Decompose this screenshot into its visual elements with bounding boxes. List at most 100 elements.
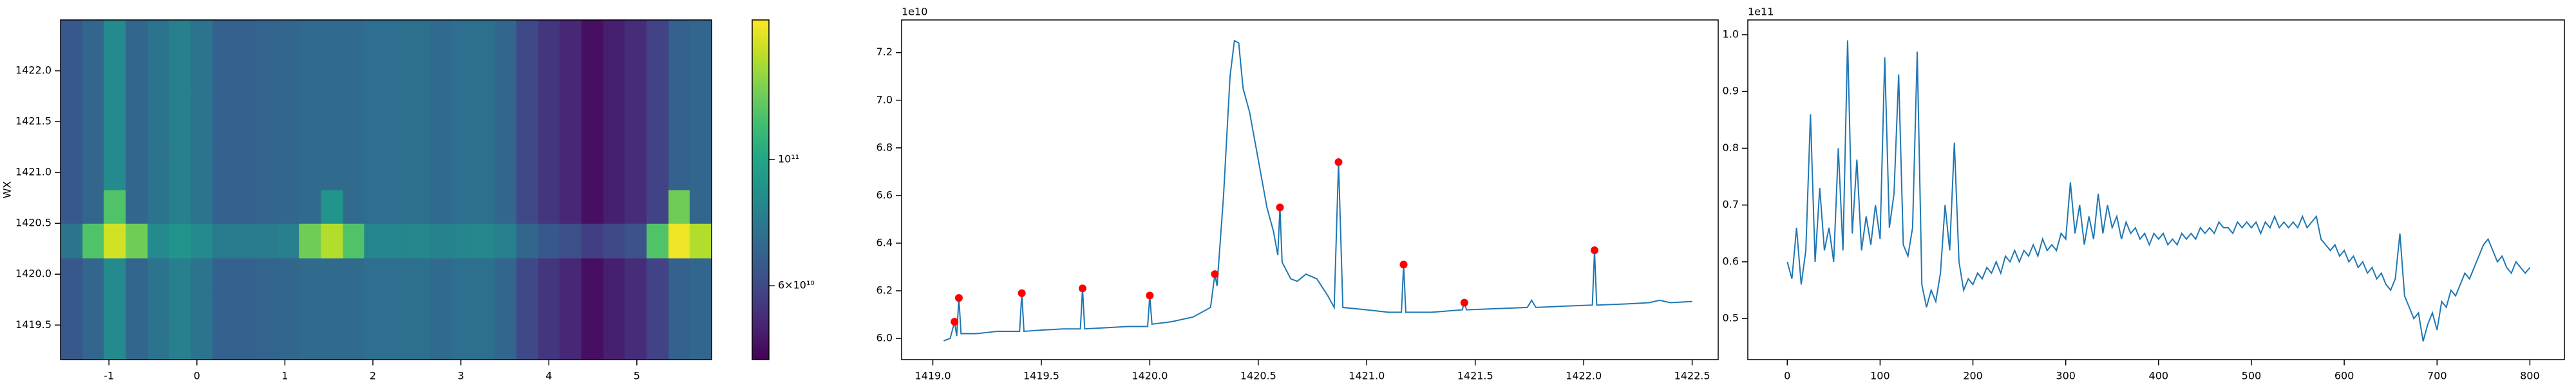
heatmap-cell: [624, 257, 647, 292]
heatmap-cell: [624, 326, 647, 360]
heatmap-cell: [603, 87, 625, 122]
heatmap-cell: [451, 87, 474, 122]
heatmap-cell: [538, 223, 560, 259]
heatmap-cell: [689, 87, 712, 122]
line: [943, 39, 1692, 342]
heatmap-cell: [169, 156, 191, 190]
heatmap-cell: [451, 291, 474, 327]
heatmap-cell: [668, 326, 690, 360]
heatmap-cell: [299, 257, 321, 292]
heatmap-cell: [126, 53, 148, 89]
heatmap-cell: [256, 291, 279, 327]
peak-marker: [1399, 261, 1408, 269]
heatmap-cell: [516, 53, 539, 89]
heatmap-cell: [364, 122, 387, 157]
heatmap-cell: [408, 326, 430, 360]
heatmap-cell: [451, 223, 474, 259]
peak-marker: [954, 294, 963, 302]
y-tick-label: 0.7: [1723, 198, 1739, 210]
heatmap-cell: [516, 156, 539, 190]
heatmap-cell: [386, 291, 409, 327]
heatmap-cell: [386, 257, 409, 292]
heatmap-cell: [169, 122, 191, 157]
peak-marker: [1334, 158, 1343, 167]
heatmap-cell: [581, 87, 604, 122]
heatmap-cell: [321, 291, 344, 327]
heatmap-cell: [473, 156, 495, 190]
heatmap-cell: [581, 122, 604, 157]
heatmap-cell: [278, 190, 299, 224]
heatmap-cell: [169, 257, 191, 292]
heatmap-cell: [126, 190, 148, 224]
heatmap-cell: [603, 190, 625, 224]
heatmap-cell: [299, 326, 321, 360]
x-tick-label: 1419.0: [915, 370, 951, 382]
heatmap-cell: [516, 122, 539, 157]
heatmap-cell: [646, 20, 669, 54]
x-tick-label: 1422.5: [1674, 370, 1710, 382]
heatmap-cell: [103, 122, 126, 157]
y-tick-label: 6.6: [876, 188, 893, 201]
heatmap-cell: [82, 20, 104, 54]
axes-frame: [901, 19, 1719, 360]
heatmap-cells: [61, 20, 712, 360]
heatmap-cell: [213, 122, 234, 157]
heatmap-cell: [581, 190, 604, 224]
heatmap-cell: [321, 87, 344, 122]
heatmap-cell: [429, 20, 452, 54]
x-tick-label: 1422.0: [1566, 370, 1602, 382]
heatmap-cell: [256, 156, 279, 190]
heatmap-cell: [603, 257, 625, 292]
y-tick-label: 6.2: [876, 284, 893, 296]
heatmap-cell: [646, 291, 669, 327]
heatmap-cell: [494, 156, 517, 190]
heatmap-cell: [624, 223, 647, 259]
x-tick-label: 2: [370, 370, 376, 382]
heatmap-cell: [603, 53, 625, 89]
heatmap-cell: [278, 257, 299, 292]
heatmap-cell: [624, 87, 647, 122]
heatmap-cell: [299, 190, 321, 224]
heatmap-cell: [299, 53, 321, 89]
heatmap-cell: [689, 53, 712, 89]
heatmap-cell: [278, 326, 299, 360]
heatmap-cell: [646, 156, 669, 190]
heatmap-cell: [516, 326, 539, 360]
y-tick-label: 0.6: [1723, 255, 1739, 267]
peak-marker: [1460, 299, 1468, 307]
heatmap-cell: [494, 53, 517, 89]
heatmap-cell: [559, 326, 582, 360]
heatmap-cell: [603, 122, 625, 157]
heatmap-cell: [61, 257, 83, 292]
heatmap-cell: [256, 326, 279, 360]
heatmap-cell: [103, 326, 126, 360]
heatmap-cell: [82, 190, 104, 224]
heatmap-cell: [191, 257, 213, 292]
heatmap-cell: [61, 326, 83, 360]
heatmap-cell: [408, 223, 430, 259]
heatmap-cell: [234, 291, 256, 327]
y-tick-label: 6.0: [876, 332, 893, 344]
heatmap-cell: [321, 326, 344, 360]
heatmap-cell: [559, 156, 582, 190]
heatmap-cell: [408, 20, 430, 54]
heatmap-cell: [494, 190, 517, 224]
heatmap-cell: [516, 223, 539, 259]
y-tick-label: 1422.0: [15, 64, 52, 77]
heatmap-cell: [82, 291, 104, 327]
heatmap-cell: [321, 53, 344, 89]
x-tick-label: 3: [458, 370, 464, 382]
heatmap-cell: [559, 223, 582, 259]
heatmap-cell: [278, 223, 299, 259]
heatmap-cell: [559, 87, 582, 122]
heatmap-cell: [321, 190, 344, 224]
y-tick-label: 1421.0: [15, 166, 52, 178]
heatmap-cell: [343, 291, 365, 327]
heatmap-cell: [516, 291, 539, 327]
heatmap-cell: [668, 291, 690, 327]
heatmap-cell: [234, 257, 256, 292]
x-tick-label: 0: [194, 370, 200, 382]
heatmap-cell: [646, 326, 669, 360]
heatmap-cell: [451, 156, 474, 190]
